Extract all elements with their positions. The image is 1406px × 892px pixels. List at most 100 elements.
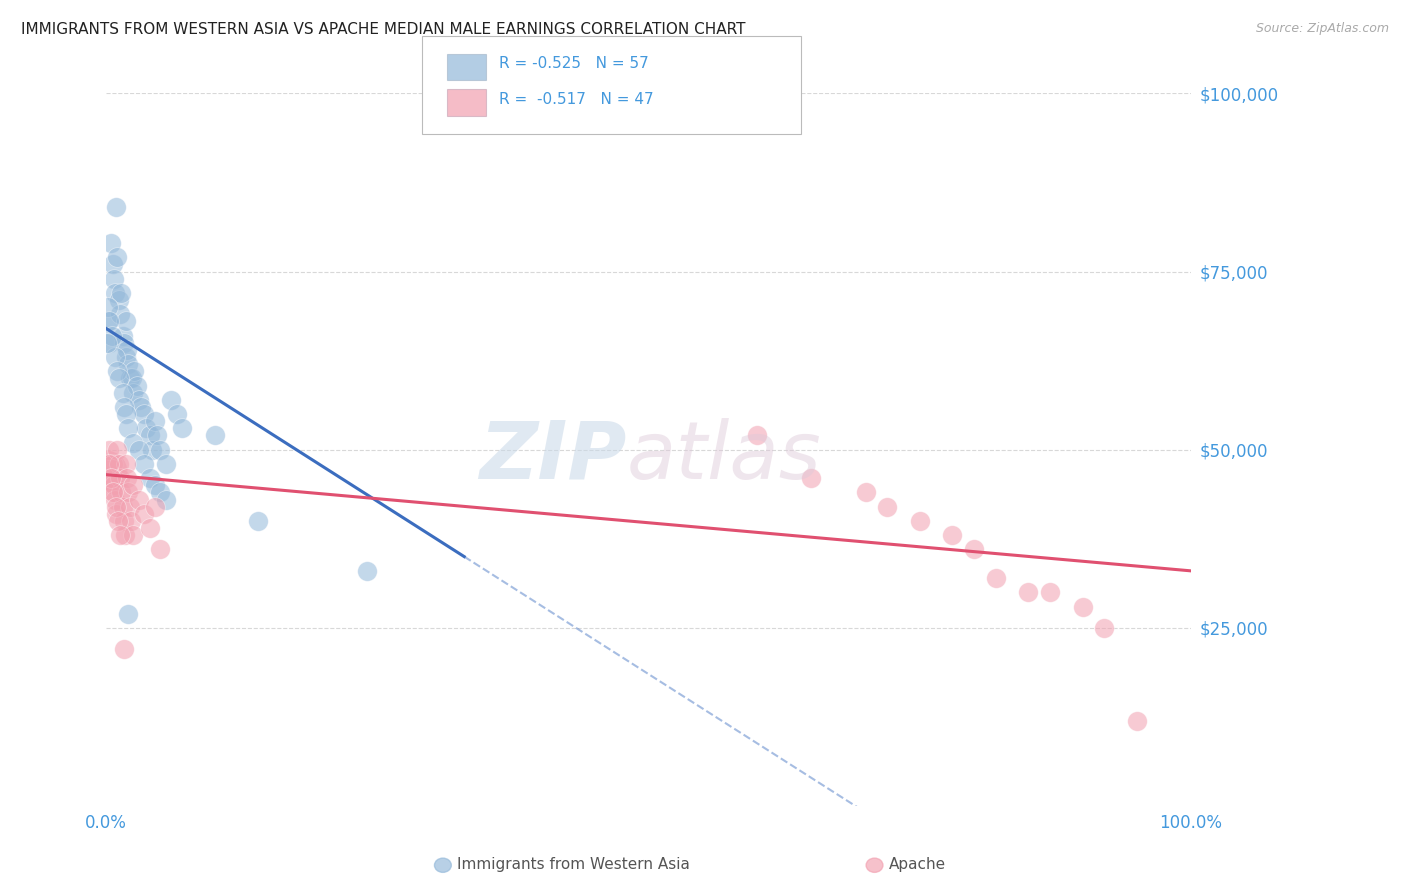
Point xyxy=(108,371,131,385)
Point xyxy=(114,350,136,364)
Point xyxy=(114,457,136,471)
Point xyxy=(143,478,166,492)
Point xyxy=(104,492,127,507)
Text: R =  -0.517   N = 47: R = -0.517 N = 47 xyxy=(499,92,654,107)
Point xyxy=(128,492,150,507)
Point xyxy=(121,371,143,385)
Point xyxy=(247,514,270,528)
Point xyxy=(143,414,166,428)
Point xyxy=(111,328,134,343)
Point xyxy=(125,378,148,392)
Point xyxy=(149,485,172,500)
Point xyxy=(117,485,139,500)
Point xyxy=(149,542,172,557)
Point xyxy=(1092,621,1115,635)
Point xyxy=(122,478,145,492)
Point xyxy=(122,528,145,542)
Point xyxy=(100,235,122,250)
Point xyxy=(100,485,122,500)
Point xyxy=(114,407,136,421)
Point xyxy=(1017,585,1039,599)
Text: IMMIGRANTS FROM WESTERN ASIA VS APACHE MEDIAN MALE EARNINGS CORRELATION CHART: IMMIGRANTS FROM WESTERN ASIA VS APACHE M… xyxy=(21,22,745,37)
Point xyxy=(122,385,145,400)
Point xyxy=(129,400,152,414)
Point xyxy=(98,335,121,350)
Point xyxy=(97,300,120,314)
Point xyxy=(160,392,183,407)
Point xyxy=(101,257,124,271)
Point xyxy=(155,492,177,507)
Point xyxy=(941,528,963,542)
Text: Immigrants from Western Asia: Immigrants from Western Asia xyxy=(457,857,690,872)
Point xyxy=(747,428,769,442)
Point xyxy=(110,485,132,500)
Point xyxy=(172,421,194,435)
Point xyxy=(110,471,132,485)
Point xyxy=(100,328,122,343)
Point xyxy=(166,407,188,421)
Point xyxy=(107,514,129,528)
Point xyxy=(117,607,139,621)
Point xyxy=(110,285,132,300)
Point xyxy=(155,457,177,471)
Point xyxy=(98,314,121,328)
Point xyxy=(97,457,120,471)
Point xyxy=(204,428,226,442)
Point xyxy=(108,293,131,307)
Point xyxy=(105,507,128,521)
Point xyxy=(105,250,128,264)
Point xyxy=(103,271,125,285)
Point xyxy=(114,314,136,328)
Point xyxy=(103,478,125,492)
Point xyxy=(96,335,118,350)
Point xyxy=(128,442,150,457)
Point xyxy=(146,428,169,442)
Point xyxy=(110,528,132,542)
Point xyxy=(134,407,156,421)
Point xyxy=(356,564,378,578)
Point xyxy=(115,343,138,357)
Point xyxy=(117,357,139,371)
Point xyxy=(100,471,122,485)
Point xyxy=(98,442,121,457)
Point xyxy=(105,500,128,514)
Point xyxy=(855,485,877,500)
Point xyxy=(111,385,134,400)
Point xyxy=(122,435,145,450)
Point xyxy=(108,457,131,471)
Point xyxy=(112,514,135,528)
Point xyxy=(105,364,128,378)
Point xyxy=(1071,599,1094,614)
Point xyxy=(97,314,120,328)
Point xyxy=(120,371,142,385)
Point xyxy=(111,500,134,514)
Point xyxy=(1126,714,1149,728)
Point xyxy=(112,400,135,414)
Point xyxy=(100,471,122,485)
Text: Apache: Apache xyxy=(889,857,946,872)
Point xyxy=(120,500,142,514)
Point xyxy=(876,500,898,514)
Point xyxy=(135,421,157,435)
Point xyxy=(141,442,163,457)
Point xyxy=(110,307,132,321)
Point xyxy=(138,471,160,485)
Point xyxy=(104,350,127,364)
Point xyxy=(117,421,139,435)
Point xyxy=(112,642,135,657)
Point xyxy=(120,514,142,528)
Point xyxy=(114,528,136,542)
Point xyxy=(105,442,128,457)
Point xyxy=(98,457,121,471)
Point xyxy=(124,364,146,378)
Point xyxy=(115,471,138,485)
Point xyxy=(143,500,166,514)
Point xyxy=(105,201,128,215)
Point xyxy=(112,335,135,350)
Point xyxy=(149,442,172,457)
Point xyxy=(134,507,156,521)
Text: ZIP: ZIP xyxy=(479,417,627,496)
Point xyxy=(800,471,823,485)
Point xyxy=(138,428,160,442)
Text: R = -0.525   N = 57: R = -0.525 N = 57 xyxy=(499,56,650,71)
